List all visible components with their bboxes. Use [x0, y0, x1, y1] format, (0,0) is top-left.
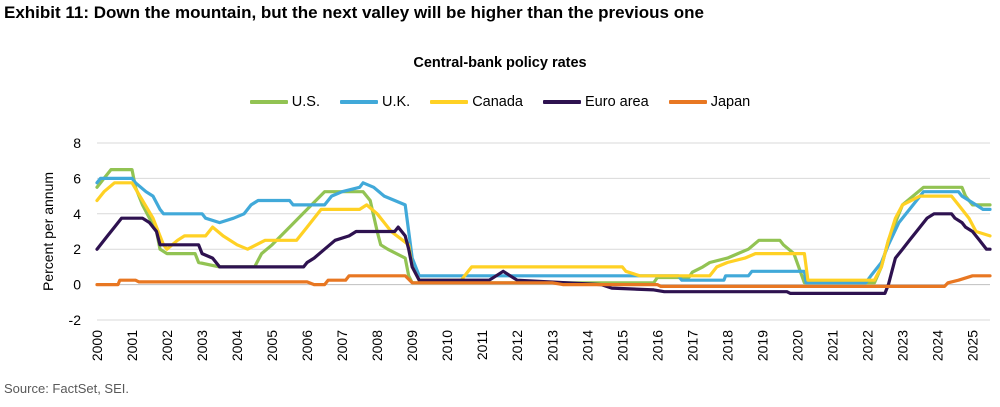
x-tick-label: 2002 — [159, 330, 175, 361]
y-axis-label: Percent per annum — [40, 172, 56, 291]
x-tick-label: 2004 — [229, 330, 245, 361]
x-tick-label: 2021 — [824, 330, 840, 361]
x-tick-label: 2012 — [509, 330, 525, 361]
x-tick-label: 2016 — [649, 330, 665, 361]
x-tick-label: 2014 — [579, 330, 595, 361]
y-tick-label: 0 — [73, 277, 81, 293]
y-tick-label: 8 — [73, 135, 81, 151]
x-tick-label: 2010 — [439, 330, 455, 361]
y-tick-label: 6 — [73, 170, 81, 186]
x-tick-label: 2022 — [859, 330, 875, 361]
x-tick-label: 2011 — [474, 330, 490, 360]
x-tick-label: 2025 — [964, 330, 980, 361]
y-tick-label: 4 — [73, 206, 81, 222]
x-tick-label: 2005 — [264, 330, 280, 361]
x-tick-label: 2000 — [89, 330, 105, 361]
x-tick-label: 2006 — [299, 330, 315, 361]
x-tick-label: 2009 — [404, 330, 420, 361]
x-tick-label: 2017 — [684, 330, 700, 361]
x-tick-label: 2023 — [894, 330, 910, 361]
x-tick-label: 2024 — [929, 330, 945, 361]
line-chart: -2 0 2 4 6 8 2000 2001 2002 2003 2004 2005 2006 2007 2… — [0, 0, 1000, 407]
x-tick-label: 2020 — [789, 330, 805, 361]
x-tick-label: 2007 — [334, 330, 350, 361]
x-tick-label: 2015 — [614, 330, 630, 361]
y-tick-label: -2 — [69, 312, 82, 328]
x-tick-label: 2019 — [754, 330, 770, 361]
x-tick-label: 2013 — [544, 330, 560, 361]
source-note: Source: FactSet, SEI. — [4, 381, 129, 396]
x-tick-label: 2001 — [124, 330, 140, 361]
x-tick-label: 2018 — [719, 330, 735, 361]
x-tick-label: 2003 — [194, 330, 210, 361]
y-tick-label: 2 — [73, 241, 81, 257]
x-tick-label: 2008 — [369, 330, 385, 361]
